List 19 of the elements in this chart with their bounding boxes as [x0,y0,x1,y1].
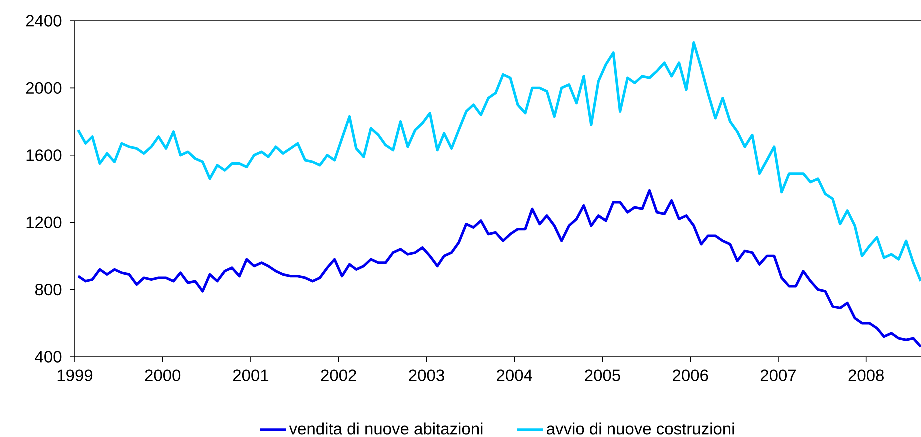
y-tick-label: 400 [35,351,62,363]
y-tick-label: 800 [35,284,62,296]
x-tick-label: 2003 [409,370,444,382]
x-tick-label: 2006 [673,370,708,382]
y-tick-label: 1200 [26,216,62,228]
x-tick-label: 2002 [321,370,356,382]
y-tick-label: 2000 [26,82,62,94]
x-tick-label: 2005 [585,370,620,382]
y-tick-label: 2400 [26,15,62,27]
x-tick-label: 2008 [848,370,884,382]
x-tick-label: 2004 [497,370,532,382]
x-tick-label: 2001 [233,370,269,382]
x-tick-label: 2000 [145,370,181,382]
legend-label: vendita di nuove abitazioni [289,422,483,435]
legend-label: avvio di nuove costruzioni [547,422,734,435]
x-tick-label: 2007 [760,370,796,382]
line-series [77,189,921,348]
x-tick-label: 1999 [58,370,93,382]
y-tick-label: 1600 [26,150,62,162]
